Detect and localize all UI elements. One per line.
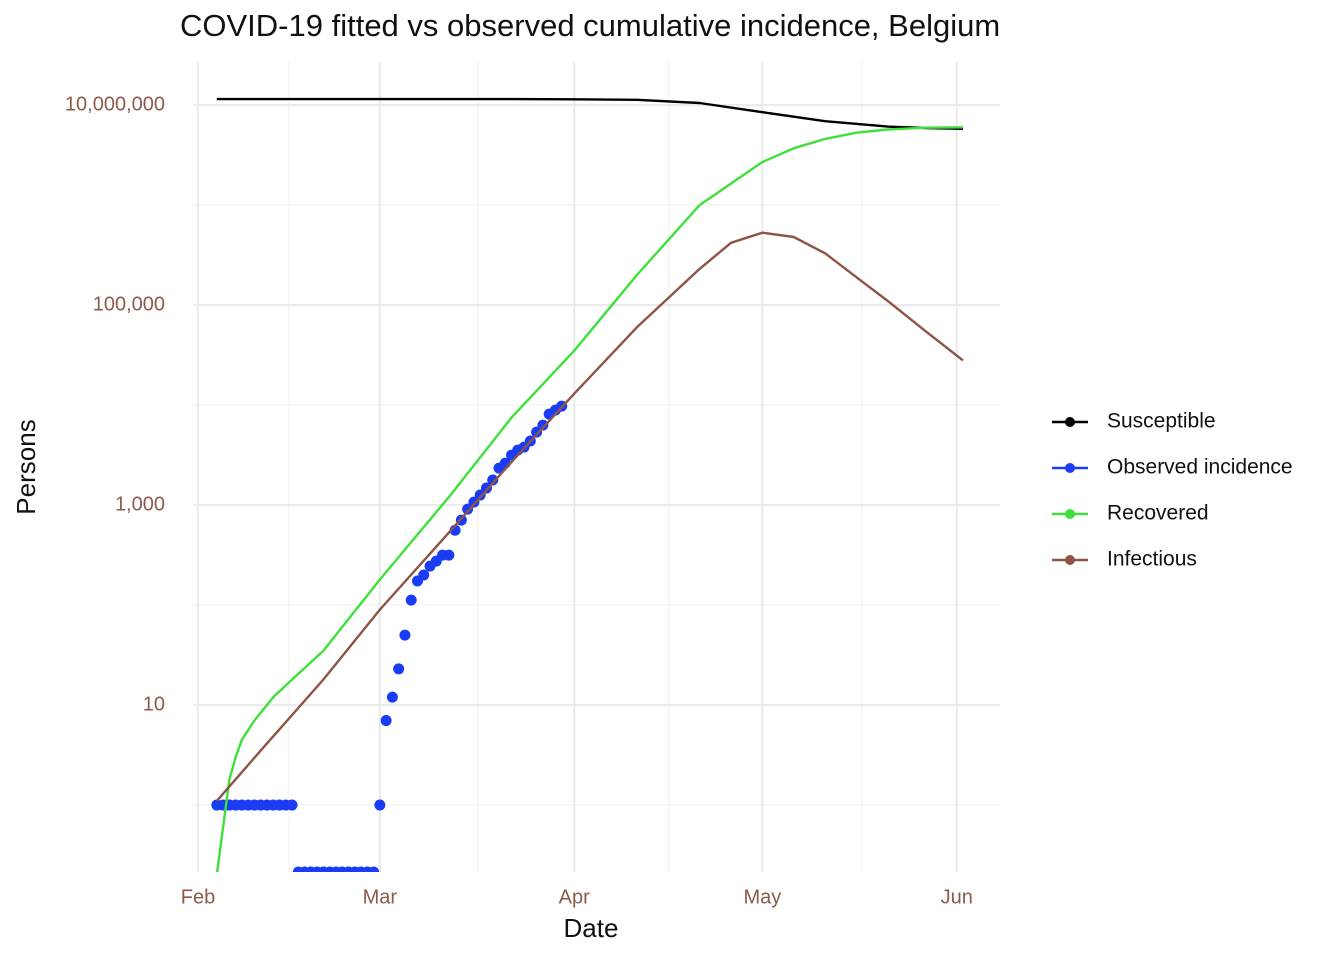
data-point bbox=[487, 474, 499, 486]
data-point bbox=[386, 691, 398, 703]
series-line bbox=[215, 231, 964, 802]
data-point bbox=[474, 489, 486, 501]
x-tick-label: Jun bbox=[941, 886, 973, 908]
data-point bbox=[537, 419, 549, 431]
legend-dot bbox=[1065, 509, 1075, 519]
data-point bbox=[418, 569, 430, 581]
data-point bbox=[374, 799, 386, 811]
data-point bbox=[368, 866, 380, 872]
legend-label: Infectious bbox=[1107, 548, 1197, 571]
y-tick-label: 10,000,000 bbox=[65, 93, 165, 115]
legend-label: Recovered bbox=[1107, 502, 1209, 525]
data-point bbox=[468, 496, 480, 508]
data-point bbox=[405, 594, 417, 606]
series-line bbox=[216, 97, 964, 130]
y-tick-label: 10 bbox=[143, 693, 165, 715]
legend-dot bbox=[1065, 555, 1075, 565]
data-point bbox=[286, 799, 298, 811]
x-tick-label: May bbox=[743, 886, 781, 908]
chart-title: COVID-19 fitted vs observed cumulative i… bbox=[180, 8, 1000, 43]
x-axis-title: Date bbox=[564, 913, 619, 943]
data-point bbox=[480, 482, 492, 494]
legend-label: Susceptible bbox=[1107, 410, 1216, 433]
y-tick-label: 100,000 bbox=[93, 293, 165, 315]
x-tick-label: Apr bbox=[559, 886, 590, 908]
data-point bbox=[380, 715, 392, 727]
y-axis-title: Persons bbox=[11, 419, 41, 514]
legend-dot bbox=[1065, 417, 1075, 427]
y-tick-label: 1,000 bbox=[115, 493, 165, 515]
legend-dot bbox=[1065, 463, 1075, 473]
data-point bbox=[393, 663, 405, 675]
plot-area bbox=[211, 97, 964, 872]
legend-label: Observed incidence bbox=[1107, 456, 1293, 479]
x-tick-label: Mar bbox=[363, 886, 398, 908]
data-point bbox=[399, 629, 411, 641]
series-line bbox=[215, 126, 964, 872]
data-point bbox=[443, 549, 455, 561]
x-tick-label: Feb bbox=[181, 886, 215, 908]
